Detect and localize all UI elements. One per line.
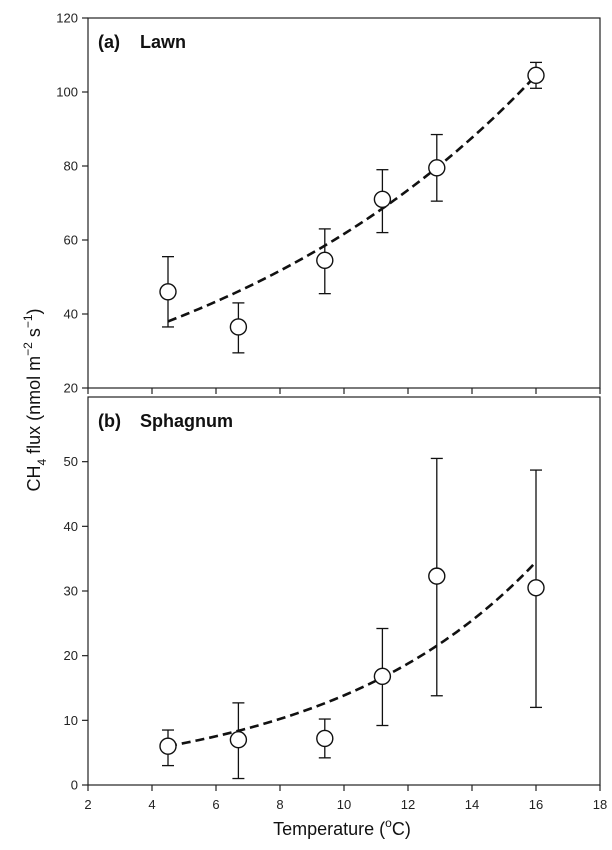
y-tick-label: 100 bbox=[56, 85, 78, 100]
x-tick-label: 6 bbox=[212, 797, 219, 812]
y-axis-title-superscript-2: −1 bbox=[21, 314, 35, 328]
data-point bbox=[527, 579, 545, 597]
y-tick-label: 40 bbox=[64, 519, 78, 534]
y-tick-label: 50 bbox=[64, 454, 78, 469]
x-tick-label: 12 bbox=[401, 797, 415, 812]
x-axis-title: Temperature (oC) bbox=[273, 816, 411, 839]
fit-curve bbox=[167, 561, 537, 748]
data-point bbox=[527, 66, 545, 85]
fit-curve bbox=[167, 74, 537, 323]
plot-frame bbox=[87, 396, 601, 786]
panel-name: Lawn bbox=[140, 32, 186, 52]
data-point bbox=[159, 283, 177, 301]
data-point bbox=[159, 737, 177, 755]
data-point bbox=[316, 251, 334, 270]
y-tick-label: 20 bbox=[64, 381, 78, 396]
y-axis-title: CH4 flux (nmol m−2 s−1) bbox=[21, 308, 49, 491]
data-point bbox=[428, 159, 446, 177]
x-tick-label: 10 bbox=[337, 797, 351, 812]
panel-label: (b) bbox=[98, 411, 121, 431]
data-point bbox=[229, 318, 248, 336]
y-tick-label: 120 bbox=[56, 11, 78, 26]
data-point bbox=[428, 567, 446, 585]
panel-label: (a) bbox=[98, 32, 120, 52]
y-tick-label: 10 bbox=[64, 713, 78, 728]
x-tick-label: 4 bbox=[148, 797, 155, 812]
plot-frame bbox=[87, 17, 601, 389]
y-tick-label: 60 bbox=[64, 233, 78, 248]
y-tick-label: 30 bbox=[64, 584, 78, 599]
x-tick-label: 16 bbox=[529, 797, 543, 812]
y-tick-label: 40 bbox=[64, 307, 78, 322]
x-tick-label: 2 bbox=[84, 797, 91, 812]
data-point bbox=[373, 190, 392, 209]
panel-sphagnum: 0 10 20 30 40 50 2 4 6 8 10 12 14 16 18 (b) Sphagnum bbox=[64, 396, 607, 812]
x-tick-label: 14 bbox=[465, 797, 479, 812]
x-tick-label: 8 bbox=[276, 797, 283, 812]
data-point bbox=[229, 731, 248, 749]
x-tick-label: 18 bbox=[593, 797, 607, 812]
y-tick-label: 80 bbox=[64, 159, 78, 174]
panel-name: Sphagnum bbox=[140, 411, 233, 431]
data-point bbox=[373, 667, 392, 686]
y-axis-title-subscript: 4 bbox=[35, 459, 49, 466]
y-tick-label: 20 bbox=[64, 648, 78, 663]
y-tick-label: 0 bbox=[71, 778, 78, 793]
y-axis-title-superscript-1: −2 bbox=[21, 342, 35, 356]
data-point bbox=[316, 729, 334, 748]
panel-lawn: 20 40 60 80 100 120 (a) Lawn bbox=[56, 11, 601, 396]
x-axis-title-superscript: o bbox=[385, 816, 392, 830]
